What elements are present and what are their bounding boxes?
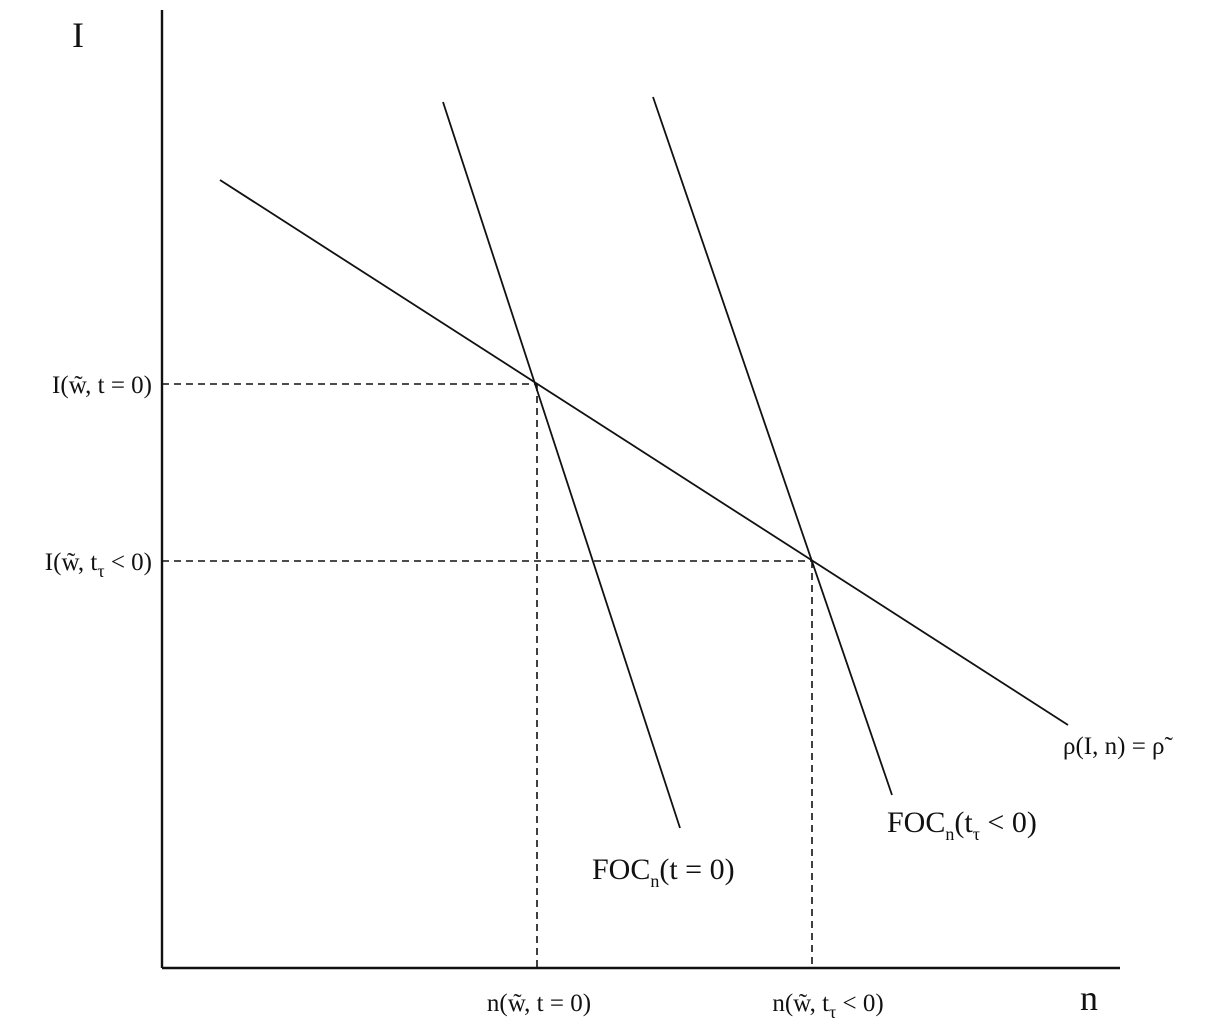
- foc-t0-label: FOCn(t = 0): [592, 853, 735, 891]
- foc-t0-label-pre: FOC: [592, 853, 650, 886]
- foc-tau-label: FOCn(tτ < 0): [887, 806, 1037, 844]
- x-tick-right: n(w̃, tτ < 0): [772, 990, 883, 1022]
- foc-t0-label-sub: n: [650, 871, 659, 891]
- x-tick-right-pre: n(w̃, t: [772, 990, 829, 1017]
- foc-tau-label-sub: n: [945, 824, 954, 844]
- rho-curve-label: ρ(I, n) = ρ̃: [1063, 733, 1174, 760]
- y-tick-lower-post: < 0): [105, 549, 152, 576]
- y-axis-label: I: [72, 15, 84, 55]
- y-tick-lower-sub: τ: [97, 561, 104, 581]
- rho-iso-curve: [219, 179, 1069, 726]
- y-tick-lower-pre: I(w̃, t: [45, 549, 98, 576]
- y-tick-upper: I(w̃, t = 0): [52, 372, 152, 399]
- x-tick-right-post: < 0): [836, 990, 883, 1017]
- x-tick-right-sub: τ: [829, 1002, 836, 1022]
- foc-curve-t0: [442, 101, 681, 829]
- foc-tau-label-post2: < 0): [980, 806, 1037, 839]
- foc-tau-label-sub2: τ: [973, 824, 980, 844]
- foc-t0-label-post: (t = 0): [659, 853, 734, 886]
- foc-curve-tau: [652, 96, 893, 796]
- foc-tau-label-pre: FOC: [887, 806, 945, 839]
- foc-tau-label-post1: (t: [954, 806, 973, 839]
- x-tick-left: n(w̃, t = 0): [487, 990, 591, 1017]
- x-axis-label: n: [1080, 978, 1098, 1018]
- y-tick-lower: I(w̃, tτ < 0): [45, 549, 152, 581]
